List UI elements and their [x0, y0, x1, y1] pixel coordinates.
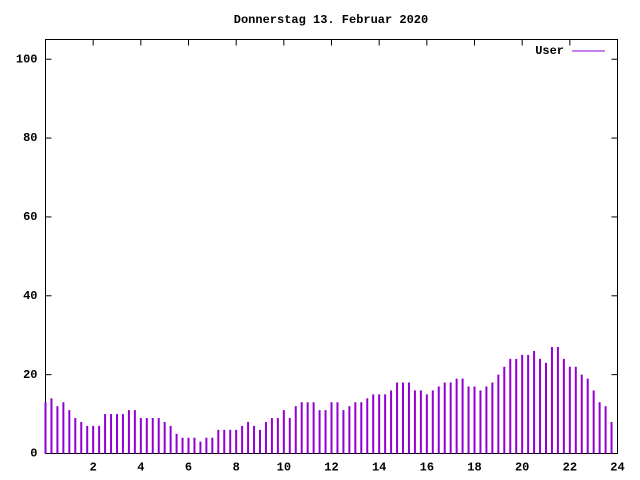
y-tick-label: 100 — [16, 52, 38, 66]
x-tick-label: 10 — [277, 461, 291, 475]
x-tick-label: 18 — [467, 461, 481, 475]
x-tick-label: 20 — [515, 461, 529, 475]
y-tick-label: 0 — [30, 447, 37, 461]
y-tick-label: 80 — [23, 131, 37, 145]
plot-frame — [45, 39, 618, 454]
y-tick-label: 60 — [23, 210, 37, 224]
x-tick-label: 12 — [324, 461, 338, 475]
x-tick-label: 6 — [185, 461, 192, 475]
y-tick-label: 40 — [23, 289, 37, 303]
x-tick-label: 2 — [90, 461, 97, 475]
x-tick-label: 16 — [420, 461, 434, 475]
y-tick-label: 20 — [23, 368, 37, 382]
x-tick-label: 14 — [372, 461, 386, 475]
chart-title: Donnerstag 13. Februar 2020 — [234, 13, 428, 27]
legend-label: User — [535, 44, 564, 58]
x-tick-label: 22 — [563, 461, 577, 475]
x-tick-label: 8 — [233, 461, 240, 475]
x-tick-label: 24 — [610, 461, 624, 475]
x-tick-label: 4 — [137, 461, 144, 475]
